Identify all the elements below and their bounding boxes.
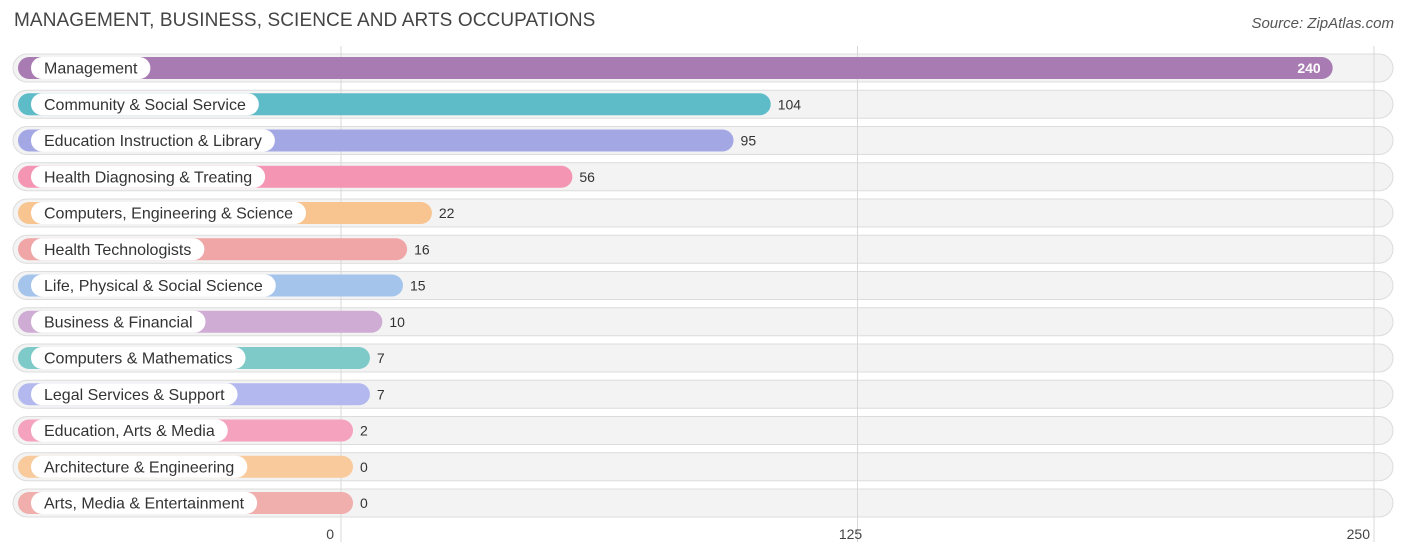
- value-label-education-arts-media: 2: [360, 423, 368, 439]
- category-pill-life-physical-social-science: [31, 274, 276, 297]
- category-label-business-financial: Business & Financial: [44, 314, 193, 331]
- x-tick-label-125: 125: [839, 526, 863, 542]
- value-label-management: 240: [1297, 60, 1321, 76]
- category-pill-health-diagnosing-treating: [31, 165, 266, 188]
- category-label-architecture-engineering: Architecture & Engineering: [44, 459, 234, 476]
- row-background-education-arts-media: [12, 416, 1394, 445]
- category-pill-computers-mathematics: [31, 347, 246, 369]
- category-pill-legal-services-support: [31, 383, 238, 406]
- category-label-computers-mathematics: Computers & Mathematics: [44, 351, 233, 368]
- category-label-health-technologists: Health Technologists: [44, 242, 191, 259]
- x-tick-label-0: 0: [326, 526, 334, 542]
- category-label-community-social-service: Community & Social Service: [44, 97, 246, 114]
- category-label-management: Management: [44, 61, 138, 78]
- category-label-life-physical-social-science: Life, Physical & Social Science: [44, 278, 263, 295]
- category-label-computers-engineering-science: Computers, Engineering & Science: [44, 206, 293, 223]
- value-label-health-technologists: 16: [414, 241, 430, 257]
- category-pill-health-technologists: [31, 238, 205, 261]
- category-label-legal-services-support: Legal Services & Support: [44, 387, 225, 404]
- value-label-business-financial: 10: [389, 314, 405, 330]
- bars: Management 240 Community & Social Service 1…: [18, 57, 1333, 514]
- category-pill-architecture-engineering: [31, 455, 248, 478]
- category-label-health-diagnosing-treating: Health Diagnosing & Treating: [44, 169, 252, 186]
- category-pill-education-instruction-library: [31, 129, 275, 152]
- value-label-computers-mathematics: 7: [377, 350, 385, 366]
- value-label-community-social-service: 104: [778, 96, 802, 112]
- category-pill-business-financial: [31, 310, 206, 333]
- category-label-arts-media-entertainment: Arts, Media & Entertainment: [44, 496, 245, 513]
- value-label-architecture-engineering: 0: [360, 459, 368, 475]
- bar-management: [18, 57, 1333, 79]
- source-label: Source: ZipAtlas.com: [1251, 15, 1394, 32]
- row-background-architecture-engineering: [12, 452, 1394, 482]
- category-label-education-instruction-library: Education Instruction & Library: [44, 133, 262, 150]
- value-label-life-physical-social-science: 15: [410, 278, 426, 294]
- value-label-computers-engineering-science: 22: [439, 205, 455, 221]
- chart-title: MANAGEMENT, BUSINESS, SCIENCE AND ARTS O…: [14, 10, 596, 31]
- category-pill-community-social-service: [31, 93, 259, 116]
- x-tick-label-250: 250: [1347, 526, 1371, 542]
- category-pill-arts-media-entertainment: [31, 492, 258, 514]
- category-pill-management: [31, 57, 151, 79]
- value-label-education-instruction-library: 95: [741, 133, 757, 149]
- category-pill-education-arts-media: [31, 419, 228, 442]
- category-label-education-arts-media: Education, Arts & Media: [44, 423, 215, 440]
- value-label-health-diagnosing-treating: 56: [579, 169, 595, 185]
- category-pill-computers-engineering-science: [31, 202, 307, 224]
- value-label-arts-media-entertainment: 0: [360, 495, 368, 511]
- value-label-legal-services-support: 7: [377, 386, 385, 402]
- row-background-arts-media-entertainment: [12, 488, 1394, 518]
